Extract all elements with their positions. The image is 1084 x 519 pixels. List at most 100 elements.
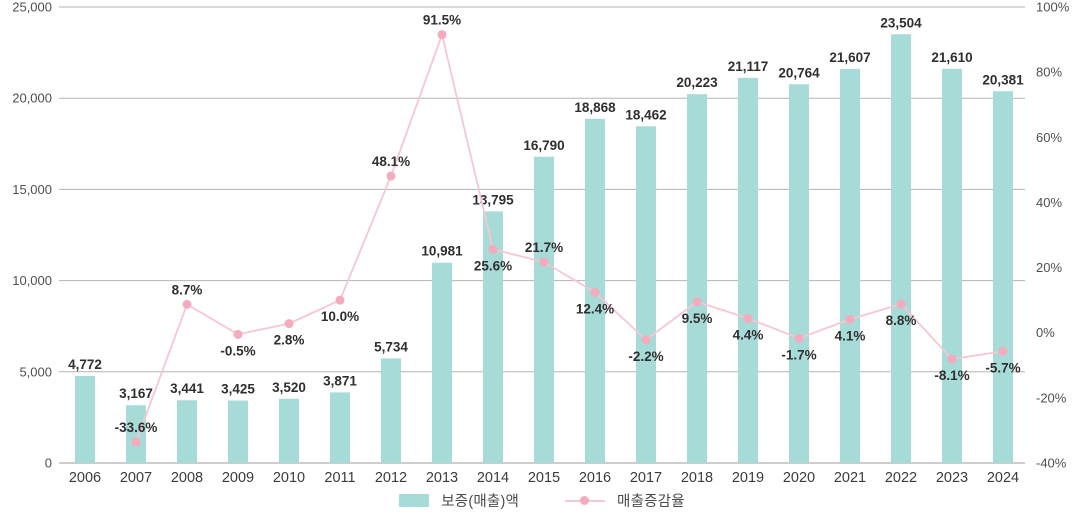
- growth-rate-label: 48.1%: [372, 154, 410, 169]
- bar-2010[interactable]: [279, 398, 299, 463]
- bar-value-label: 18,868: [574, 100, 616, 115]
- growth-rate-label: 9.5%: [682, 311, 713, 326]
- line-point-2013[interactable]: [437, 30, 447, 40]
- right-axis-tick-label: 80%: [1036, 65, 1062, 80]
- bar-2023[interactable]: [942, 68, 962, 463]
- right-axis-tick-label: 100%: [1036, 0, 1070, 15]
- line-point-2015[interactable]: [539, 257, 549, 267]
- x-axis-label-2006: 2006: [69, 470, 101, 486]
- right-axis-tick-label: 20%: [1036, 260, 1062, 275]
- bar-value-label: 3,441: [170, 381, 204, 396]
- growth-rate-label: 8.8%: [886, 313, 917, 328]
- bar-value-label: 3,871: [323, 373, 357, 388]
- right-axis-tick-label: 40%: [1036, 195, 1062, 210]
- bar-2013[interactable]: [432, 262, 452, 463]
- growth-rate-label: -2.2%: [628, 349, 663, 364]
- line-point-2011[interactable]: [335, 295, 345, 305]
- bar-2021[interactable]: [840, 68, 860, 464]
- line-point-2012[interactable]: [386, 171, 396, 181]
- bar-value-label: 21,610: [931, 50, 972, 65]
- bar-value-label: 20,223: [676, 75, 718, 90]
- x-axis-label-2013: 2013: [426, 470, 458, 486]
- line-point-2009[interactable]: [233, 329, 243, 339]
- line-point-2007[interactable]: [131, 437, 141, 447]
- bar-2007[interactable]: [126, 405, 146, 463]
- line-point-2010[interactable]: [284, 319, 294, 329]
- legend: 보증(매출)액 매출증감율: [0, 490, 1084, 511]
- bar-value-label: 3,425: [221, 382, 255, 397]
- right-axis-tick-label: -20%: [1036, 390, 1067, 405]
- bar-2017[interactable]: [636, 126, 656, 464]
- growth-rate-label: -8.1%: [934, 368, 969, 383]
- x-axis-label-2019: 2019: [732, 470, 764, 486]
- bar-value-label: 4,772: [68, 357, 102, 372]
- left-axis-tick-label: 25,000: [12, 0, 52, 15]
- bar-value-label: 20,381: [982, 72, 1024, 87]
- line-point-2022[interactable]: [896, 299, 906, 309]
- bar-2014[interactable]: [483, 211, 503, 463]
- x-axis-label-2021: 2021: [834, 470, 866, 486]
- growth-rate-label: 10.0%: [321, 309, 359, 324]
- left-axis-tick-label: 5,000: [19, 364, 52, 379]
- line-point-2023[interactable]: [947, 354, 957, 364]
- line-point-2020[interactable]: [794, 333, 804, 343]
- x-axis-label-2009: 2009: [222, 470, 254, 486]
- right-axis-tick-label: -40%: [1036, 456, 1067, 471]
- left-axis-tick-label: 10,000: [12, 273, 52, 288]
- line-point-2016[interactable]: [590, 287, 600, 297]
- right-axis-tick-label: 0%: [1036, 325, 1055, 340]
- legend-item-bar-series[interactable]: 보증(매출)액: [399, 490, 519, 511]
- bar-2009[interactable]: [228, 400, 248, 463]
- x-axis-label-2017: 2017: [630, 470, 662, 486]
- growth-rate-label: 91.5%: [423, 13, 461, 28]
- bar-value-label: 5,734: [374, 339, 408, 354]
- line-point-2024[interactable]: [998, 346, 1008, 356]
- legend-item-line-series[interactable]: 매출증감율: [565, 490, 685, 511]
- bar-value-label: 10,981: [421, 244, 463, 259]
- left-axis-tick-label: 15,000: [12, 182, 52, 197]
- x-axis-label-2008: 2008: [171, 470, 203, 486]
- x-axis-label-2014: 2014: [477, 470, 509, 486]
- bar-value-label: 20,764: [778, 65, 820, 80]
- x-axis-label-2020: 2020: [783, 470, 815, 486]
- bar-2020[interactable]: [789, 84, 809, 463]
- growth-rate-label: -1.7%: [781, 347, 816, 362]
- line-series-swatch-icon: [565, 496, 606, 505]
- bar-2008[interactable]: [177, 400, 197, 463]
- x-axis-label-2023: 2023: [936, 470, 968, 486]
- growth-rate-label: -33.6%: [115, 420, 158, 435]
- growth-rate-label: -5.7%: [985, 360, 1020, 375]
- x-axis-label-2024: 2024: [987, 470, 1019, 486]
- line-point-2014[interactable]: [488, 244, 498, 254]
- bar-value-label: 18,462: [625, 107, 666, 122]
- growth-rate-label: 4.4%: [733, 327, 764, 342]
- line-point-2019[interactable]: [743, 313, 753, 323]
- bar-2019[interactable]: [738, 77, 758, 463]
- x-axis-label-2015: 2015: [528, 470, 560, 486]
- bar-value-label: 16,790: [523, 138, 564, 153]
- line-series-label: 매출증감율: [617, 494, 685, 510]
- line-point-2017[interactable]: [641, 335, 651, 345]
- x-axis-label-2018: 2018: [681, 470, 713, 486]
- bar-2018[interactable]: [687, 94, 707, 463]
- x-axis-label-2011: 2011: [324, 470, 355, 486]
- growth-rate-label: 21.7%: [525, 240, 563, 255]
- bar-series-label: 보증(매출)액: [441, 494, 520, 510]
- x-axis-label-2012: 2012: [375, 470, 407, 486]
- left-axis-tick-label: 20,000: [12, 91, 52, 106]
- bar-2015[interactable]: [534, 156, 554, 463]
- line-point-2021[interactable]: [845, 314, 855, 324]
- bar-2011[interactable]: [330, 392, 350, 463]
- bar-2006[interactable]: [75, 375, 95, 463]
- bar-2024[interactable]: [993, 91, 1013, 464]
- bar-2022[interactable]: [891, 34, 911, 463]
- x-axis-label-2007: 2007: [120, 470, 152, 486]
- growth-rate-label: 4.1%: [835, 328, 866, 343]
- left-axis-tick-label: 0: [45, 456, 52, 471]
- bar-value-label: 21,607: [829, 50, 870, 65]
- growth-rate-label: -0.5%: [220, 343, 255, 358]
- line-point-2018[interactable]: [692, 297, 702, 307]
- line-point-2008[interactable]: [182, 299, 192, 309]
- bar-2012[interactable]: [381, 358, 401, 463]
